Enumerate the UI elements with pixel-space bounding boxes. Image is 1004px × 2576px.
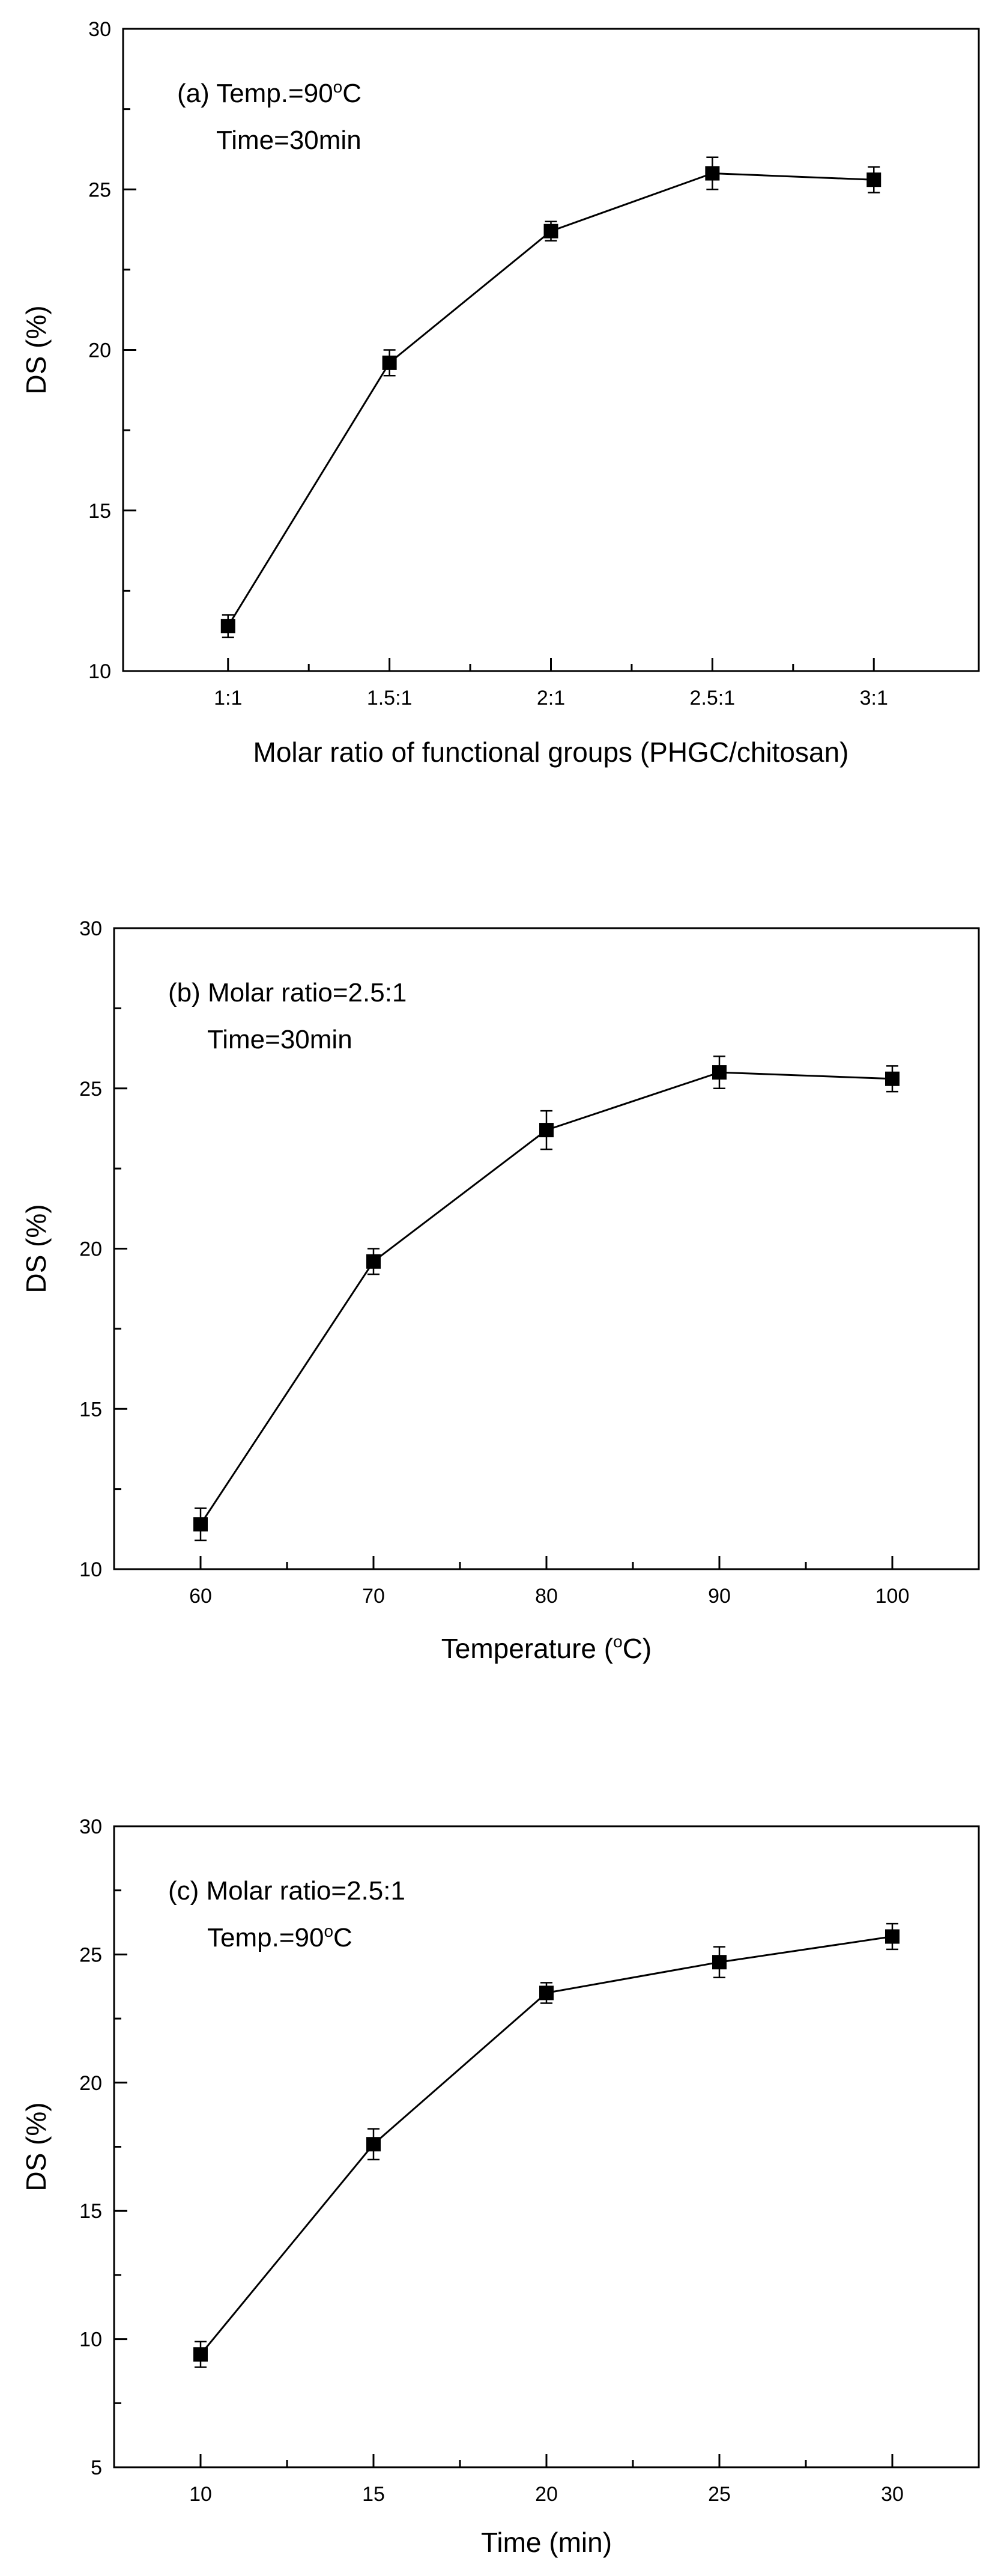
y-tick-label: 10 [88, 660, 111, 683]
panel-annotation-line1: (a) Temp.=90oC [177, 77, 361, 108]
minor-ticks [114, 1007, 807, 1569]
panel-annotation-line2: Temp.=90oC [207, 1922, 352, 1952]
y-tick-label: 20 [79, 1238, 102, 1261]
data-point [705, 166, 720, 181]
x-tick-label: 2:1 [537, 687, 565, 709]
y-tick-label: 10 [79, 1558, 102, 1581]
x-tick-label: 70 [362, 1585, 385, 1608]
x-tick-label: 10 [189, 2483, 212, 2506]
x-tick-label: 100 [875, 1585, 910, 1608]
x-tick-label: 15 [362, 2483, 385, 2506]
x-axis-ticks: 1:1 1.5:1 2:1 2.5:1 3:1 [214, 658, 888, 709]
x-tick-label: 90 [708, 1585, 731, 1608]
data-marks [193, 1922, 900, 2368]
x-tick-label: 3:1 [860, 687, 888, 709]
y-tick-label: 15 [79, 2200, 102, 2223]
x-tick-label: 60 [189, 1585, 212, 1608]
x-tick-label: 25 [708, 2483, 731, 2506]
data-point [382, 355, 397, 370]
y-axis-title: DS (%) [20, 305, 52, 394]
panel-annotation-line1: (c) Molar ratio=2.5:1 [168, 1876, 405, 1906]
panel-annotation-line2: Time=30min [207, 1025, 352, 1054]
data-point [866, 172, 882, 187]
data-point [193, 1517, 208, 1532]
x-tick-label: 20 [535, 2483, 558, 2506]
y-tick-label: 20 [88, 339, 111, 362]
y-tick-label: 30 [88, 18, 111, 41]
data-marks [220, 156, 882, 639]
y-tick-label: 10 [79, 2328, 102, 2351]
chart-panel-b: 10 15 20 25 30 60 70 80 90 100 (b) Molar ratio=2… [20, 917, 980, 1664]
minor-ticks [114, 1889, 807, 2467]
y-tick-label: 30 [79, 917, 102, 940]
x-axis-title: Molar ratio of functional groups (PHGC/c… [253, 737, 849, 768]
data-point [220, 619, 235, 634]
data-point [366, 1254, 381, 1269]
x-tick-label: 80 [535, 1585, 558, 1608]
y-tick-label: 20 [79, 2072, 102, 2095]
y-tick-label: 25 [88, 178, 111, 201]
minor-ticks [123, 108, 794, 671]
chart-panel-c: 5 10 15 20 25 30 10 15 20 25 30 (c) Molar ratio=2… [20, 1815, 980, 2558]
y-tick-label: 15 [79, 1398, 102, 1421]
panel-annotation-line2: Time=30min [216, 126, 361, 155]
y-axis-ticks: 10 15 20 25 30 [79, 917, 127, 1581]
x-tick-label: 30 [881, 2483, 904, 2506]
data-point [539, 1123, 554, 1138]
data-point [539, 1985, 554, 2000]
y-axis-ticks: 5 10 15 20 25 30 [79, 1815, 127, 2479]
x-axis-ticks: 60 70 80 90 100 [189, 1556, 909, 1608]
y-tick-label: 5 [91, 2456, 102, 2479]
x-tick-label: 1.5:1 [367, 687, 413, 709]
x-axis-ticks: 10 15 20 25 30 [189, 2454, 904, 2506]
y-axis-ticks: 10 15 20 25 30 [88, 18, 136, 683]
x-axis-title: Time (min) [481, 2527, 612, 2558]
data-point [193, 2347, 208, 2362]
y-tick-label: 25 [79, 1078, 102, 1101]
y-axis-title: DS (%) [20, 2102, 52, 2191]
data-point [885, 1071, 900, 1086]
x-axis-title: Temperature (oC) [441, 1632, 652, 1664]
data-point [366, 2137, 381, 2152]
y-tick-label: 30 [79, 1815, 102, 1838]
data-point [712, 1065, 727, 1080]
y-tick-label: 25 [79, 1943, 102, 1966]
data-point [543, 223, 558, 238]
y-axis-title: DS (%) [20, 1204, 52, 1293]
chart-panel-a: 10 15 20 25 30 1:1 1.5:1 2:1 2.5:1 3:1 (a) Temp.… [20, 18, 980, 768]
panel-annotation-line1: (b) Molar ratio=2.5:1 [168, 978, 407, 1007]
x-tick-label: 2.5:1 [690, 687, 736, 709]
y-tick-label: 15 [88, 500, 111, 523]
data-point [712, 1955, 727, 1970]
x-tick-label: 1:1 [214, 687, 242, 709]
data-marks [193, 1056, 900, 1542]
data-point [885, 1929, 900, 1944]
